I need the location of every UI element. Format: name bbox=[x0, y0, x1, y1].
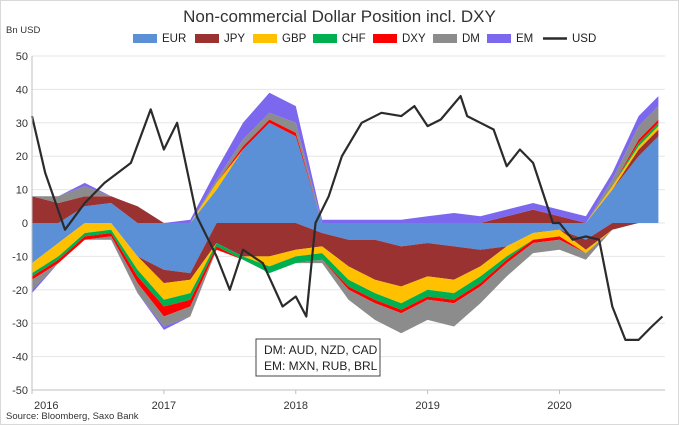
y-tick-label: 0 bbox=[22, 218, 28, 230]
chart-title: Non-commercial Dollar Position incl. DXY bbox=[183, 7, 496, 26]
legend-item-chf: CHF bbox=[313, 33, 366, 45]
legend-swatch bbox=[195, 34, 219, 43]
legend-item-em: EM bbox=[487, 33, 533, 45]
x-tick-label: 2020 bbox=[547, 400, 571, 412]
legend-swatch bbox=[313, 34, 337, 43]
legend-swatch bbox=[253, 34, 277, 43]
y-tick-label: -50 bbox=[12, 385, 28, 397]
area-eur-positive bbox=[32, 122, 659, 223]
legend-label: DM bbox=[462, 33, 480, 45]
annotation-box: DM: AUD, NZD, CAD EM: MXN, RUB, BRL bbox=[255, 338, 381, 377]
legend-swatch bbox=[373, 34, 397, 43]
source-note: Source: Bloomberg, Saxo Bank bbox=[6, 411, 139, 422]
y-axis-label: Bn USD bbox=[6, 25, 40, 36]
area-gbp-negative bbox=[32, 223, 659, 304]
legend-label: GBP bbox=[282, 33, 307, 45]
x-tick-label: 2018 bbox=[284, 400, 308, 412]
stacked-areas bbox=[32, 92, 659, 334]
y-tick-label: -20 bbox=[12, 285, 28, 297]
usd-line-group bbox=[30, 94, 664, 341]
x-tick-label: 2016 bbox=[34, 400, 58, 412]
axes: -50 -40 -30 -20 -10 0 10 20 30 40 50 2016 2017 2018 20… bbox=[12, 51, 665, 412]
y-tick-label: -30 bbox=[12, 318, 28, 330]
legend-item-jpy: JPY bbox=[195, 33, 245, 45]
legend: EUR JPY GBP CHF DXY DM EM USD bbox=[133, 33, 596, 45]
legend-label: DXY bbox=[402, 33, 426, 45]
legend-item-dm: DM bbox=[433, 33, 480, 45]
legend-label: EM bbox=[516, 33, 533, 45]
legend-swatch bbox=[433, 34, 457, 43]
y-tick-label: -10 bbox=[12, 251, 28, 263]
y-tick-label: 20 bbox=[16, 151, 28, 163]
legend-swatch bbox=[487, 34, 511, 43]
x-tick-label: 2019 bbox=[415, 400, 439, 412]
legend-label: JPY bbox=[224, 33, 245, 45]
legend-item-dxy: DXY bbox=[373, 33, 426, 45]
usd-line bbox=[30, 94, 664, 341]
annotation-em: EM: MXN, RUB, BRL bbox=[264, 359, 378, 373]
legend-swatch bbox=[133, 34, 157, 43]
legend-label: EUR bbox=[162, 33, 186, 45]
y-tick-label: 10 bbox=[16, 185, 28, 197]
y-tick-label: -40 bbox=[12, 352, 28, 364]
legend-label: CHF bbox=[342, 33, 366, 45]
y-tick-label: 50 bbox=[16, 51, 28, 63]
legend-label: USD bbox=[572, 33, 596, 45]
legend-item-eur: EUR bbox=[133, 33, 186, 45]
legend-item-gbp: GBP bbox=[253, 33, 307, 45]
legend-item-usd: USD bbox=[543, 33, 596, 45]
area-eur-negative bbox=[32, 223, 659, 274]
y-tick-label: 40 bbox=[16, 84, 28, 96]
x-tick-label: 2017 bbox=[152, 400, 176, 412]
annotation-dm: DM: AUD, NZD, CAD bbox=[264, 343, 378, 357]
y-tick-label: 30 bbox=[16, 118, 28, 130]
area-jpy-negative bbox=[32, 223, 659, 287]
